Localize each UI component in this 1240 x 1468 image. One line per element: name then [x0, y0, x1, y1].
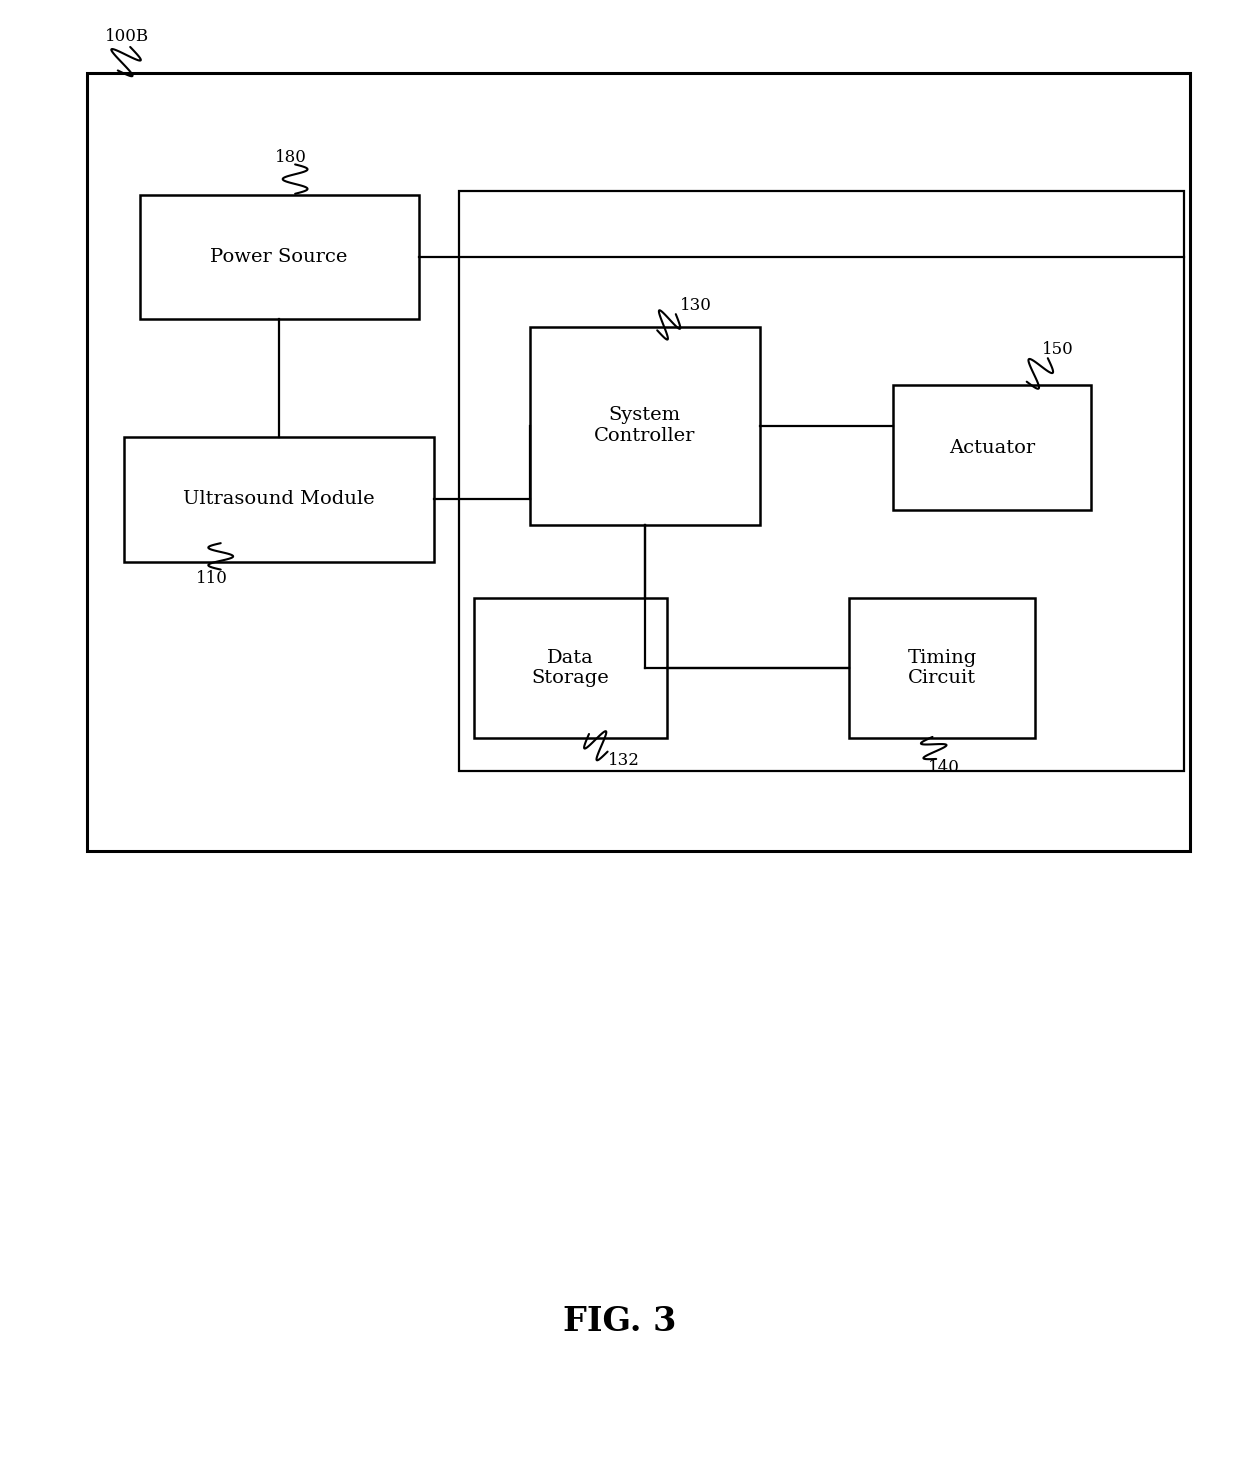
Text: System
Controller: System Controller [594, 407, 696, 445]
FancyBboxPatch shape [893, 386, 1091, 511]
Text: Ultrasound Module: Ultrasound Module [184, 490, 374, 508]
Text: 100B: 100B [105, 28, 150, 46]
Text: 110: 110 [196, 570, 228, 587]
Text: 150: 150 [1042, 341, 1074, 358]
FancyBboxPatch shape [139, 195, 419, 320]
Text: Timing
Circuit: Timing Circuit [908, 649, 977, 687]
Text: Power Source: Power Source [211, 248, 347, 266]
Text: 132: 132 [608, 752, 640, 769]
FancyBboxPatch shape [849, 599, 1035, 737]
Text: 130: 130 [680, 297, 712, 314]
FancyBboxPatch shape [87, 73, 1190, 851]
FancyBboxPatch shape [124, 437, 434, 561]
Text: 140: 140 [928, 759, 960, 777]
Text: Data
Storage: Data Storage [532, 649, 609, 687]
FancyBboxPatch shape [531, 327, 759, 526]
Text: 180: 180 [275, 148, 308, 166]
FancyBboxPatch shape [459, 191, 1184, 771]
Text: FIG. 3: FIG. 3 [563, 1305, 677, 1337]
FancyBboxPatch shape [474, 599, 667, 737]
Text: Actuator: Actuator [949, 439, 1035, 457]
